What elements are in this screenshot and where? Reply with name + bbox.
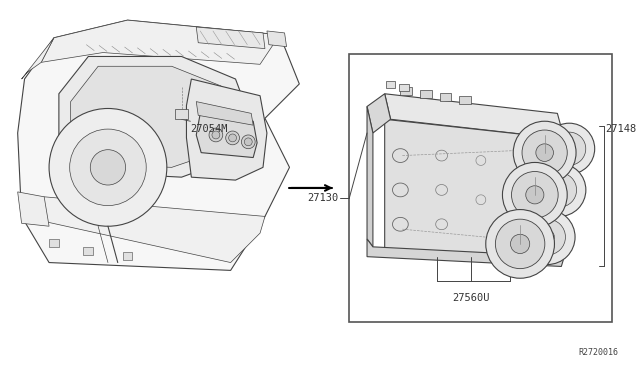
Polygon shape [18,192,49,226]
Bar [386,81,396,88]
Circle shape [522,130,567,175]
Bar [460,96,471,103]
Circle shape [495,219,545,269]
Circle shape [530,219,566,255]
Polygon shape [385,119,564,257]
Polygon shape [70,66,234,167]
Bar [440,93,451,100]
Polygon shape [186,79,267,180]
Circle shape [511,234,530,253]
Polygon shape [196,102,253,125]
Polygon shape [267,31,287,46]
Text: R2720016: R2720016 [579,348,618,357]
Text: 27054M: 27054M [190,124,228,134]
Text: 27560U: 27560U [452,293,490,303]
Circle shape [526,186,544,204]
Bar [175,109,188,119]
Bar [420,90,432,98]
Circle shape [541,230,554,244]
Circle shape [553,183,566,196]
Polygon shape [22,197,265,263]
Bar [401,87,412,95]
Polygon shape [196,27,265,49]
Circle shape [563,142,575,155]
Circle shape [70,129,146,206]
Polygon shape [18,20,300,270]
Circle shape [543,123,595,174]
Circle shape [209,128,223,142]
Polygon shape [41,20,280,64]
Circle shape [502,163,567,227]
Bar [83,247,93,255]
Circle shape [511,171,558,218]
Polygon shape [196,109,257,157]
Circle shape [513,121,576,184]
Text: 27148: 27148 [605,124,637,134]
Circle shape [226,131,239,145]
Text: 27130: 27130 [307,193,339,203]
Circle shape [244,138,252,146]
Bar [399,84,409,91]
Circle shape [486,209,554,278]
Bar [123,252,132,260]
Bar [49,239,59,247]
Circle shape [241,135,255,149]
Polygon shape [367,106,373,247]
Circle shape [542,173,577,207]
Polygon shape [22,38,54,79]
Circle shape [552,132,586,165]
Polygon shape [385,94,564,139]
Polygon shape [367,94,390,133]
Circle shape [228,134,237,142]
Circle shape [49,109,167,226]
Polygon shape [59,57,250,177]
Circle shape [533,163,586,217]
Circle shape [520,209,575,264]
Circle shape [90,150,125,185]
Circle shape [212,131,220,139]
Circle shape [536,144,554,161]
Bar [349,55,612,323]
Polygon shape [367,239,564,266]
